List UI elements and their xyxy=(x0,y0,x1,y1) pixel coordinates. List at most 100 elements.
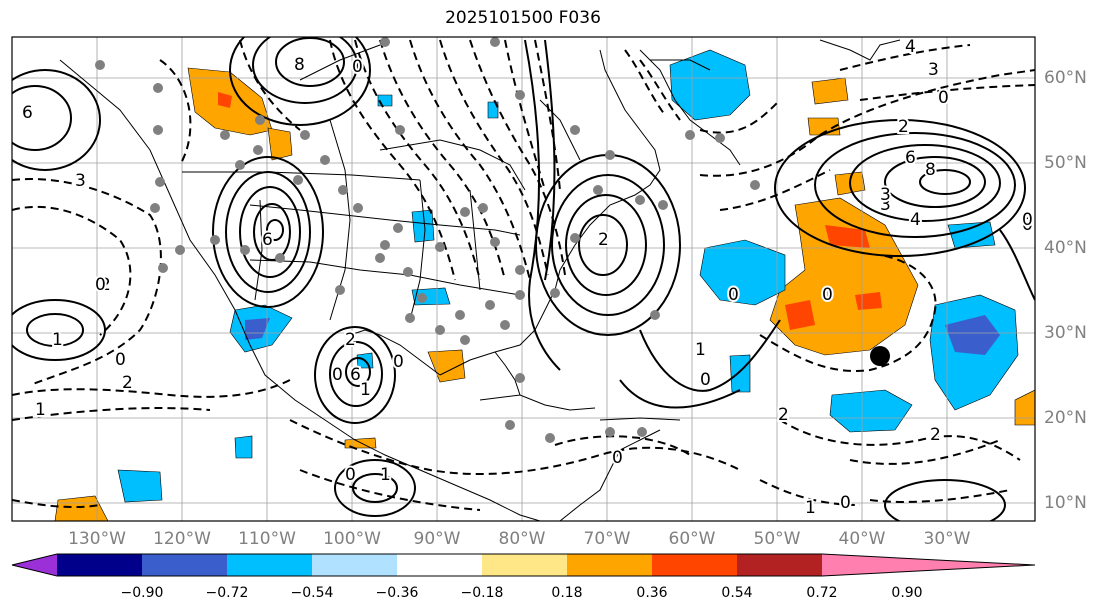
contour-label: 4 xyxy=(905,37,916,57)
colorbar-segment xyxy=(482,554,567,576)
sky-fill-lakes xyxy=(411,209,435,243)
contour-label: 0 xyxy=(612,448,623,468)
lat-label-30n: 30°N xyxy=(1044,323,1087,343)
contour-label: 8 xyxy=(925,160,936,180)
contour-label: 1 xyxy=(360,380,371,400)
red-fill-atlantic-1 xyxy=(785,300,815,330)
contour-label: 1 xyxy=(695,340,706,360)
dashed-contours xyxy=(12,39,1035,511)
contour-label: 3 xyxy=(880,185,891,205)
contour-label: 1 xyxy=(805,498,816,518)
contour-label: 0 xyxy=(728,285,739,305)
contour-label: 8 xyxy=(294,55,305,75)
contour-label: 2 xyxy=(100,275,111,295)
sky-fill-labrador xyxy=(669,49,751,121)
contour-label: 2 xyxy=(778,405,789,425)
colorbar-segment xyxy=(142,554,227,576)
colorbar-tick-label: −0.54 xyxy=(290,585,334,601)
colorbar-tick-label: −0.72 xyxy=(205,585,249,601)
sky-fill-carib xyxy=(729,354,751,393)
colorbar-tick-label: −0.90 xyxy=(120,585,164,601)
contour-label: 3 xyxy=(75,171,86,191)
solid-contours xyxy=(12,37,1035,521)
contour-label: 2 xyxy=(345,330,356,350)
contour-label: 1 xyxy=(380,465,391,485)
colorbar-segment xyxy=(652,554,737,576)
colorbar-segment xyxy=(312,554,397,576)
colorbar-tick-label: −0.36 xyxy=(375,585,419,601)
contour-label: 3 xyxy=(928,60,939,80)
colorbar-tick-label: 0.36 xyxy=(636,585,668,601)
red-fill-atlantic-3 xyxy=(855,292,882,310)
sky-fill-atl-w xyxy=(699,239,786,306)
contour-label: 0 xyxy=(1022,215,1033,235)
contour-label: 2 xyxy=(598,230,609,250)
observation-points xyxy=(95,37,760,443)
contour-label: 4 xyxy=(910,210,921,230)
orange-fill-sw xyxy=(54,495,109,521)
colorbar-tick-label: −0.18 xyxy=(460,585,504,601)
sky-fill-atl-s xyxy=(829,389,913,433)
lat-label-10n: 10°N xyxy=(1044,493,1087,513)
colorbar-tick-label: 0.54 xyxy=(721,585,753,601)
contour-label: 1 xyxy=(35,400,46,420)
colorbar-segment xyxy=(397,554,482,576)
red-fill-west xyxy=(218,92,232,108)
contour-label: 0 xyxy=(352,57,363,77)
colorbar-segment xyxy=(737,554,822,576)
colorbar-segment xyxy=(57,554,142,576)
colorbar-outline xyxy=(11,553,1036,577)
colorbar-extend-low xyxy=(12,554,57,576)
colorbar-extend-high xyxy=(822,554,1035,576)
contour-label: 0 xyxy=(332,365,343,385)
lon-label-30w: 30°W xyxy=(923,529,971,549)
colorbar-segment xyxy=(227,554,312,576)
contour-label: 6 xyxy=(262,230,273,250)
contour-label: 2 xyxy=(122,373,133,393)
lon-label-80w: 80°W xyxy=(498,529,546,549)
orange-fill-e xyxy=(1014,389,1035,426)
contour-label: 6 xyxy=(350,365,361,385)
contour-label: 2 xyxy=(898,117,909,137)
contour-label: 0 xyxy=(700,370,711,390)
contour-label: 0 xyxy=(938,88,949,108)
contour-label: 0 xyxy=(1022,210,1033,230)
blue-fill-atl-e xyxy=(945,315,1000,355)
lon-label-70w: 70°W xyxy=(583,529,631,549)
red-fill-atlantic-2 xyxy=(825,225,870,248)
graticule xyxy=(12,37,1035,521)
contour-label: 0 xyxy=(95,275,106,295)
lon-label-60w: 60°W xyxy=(668,529,716,549)
sky-fill-pac xyxy=(117,469,163,503)
lon-label-40w: 40°W xyxy=(838,529,886,549)
colorbar-tick-label: 0.18 xyxy=(551,585,583,601)
sky-fill-atl-ne xyxy=(947,221,996,249)
lon-label-130w: 130°W xyxy=(68,529,126,549)
lat-label-50n: 50°N xyxy=(1044,153,1087,173)
lon-label-110w: 110°W xyxy=(238,529,296,549)
lat-label-40n: 40°N xyxy=(1044,238,1087,258)
colorbar-tick-label: 0.90 xyxy=(891,585,923,601)
blue-fill-baja xyxy=(245,318,270,340)
contour-label: 6 xyxy=(22,103,33,123)
orange-fill-west-2 xyxy=(267,127,293,161)
contour-label: 0 xyxy=(115,350,126,370)
lon-label-50w: 50°W xyxy=(753,529,801,549)
colorbar-tick-label: 0.72 xyxy=(806,585,838,601)
contour-label: 3 xyxy=(880,195,891,215)
contour-label: 0 xyxy=(840,493,851,513)
tropical-cyclone-marker xyxy=(870,346,890,366)
lon-label-90w: 90°W xyxy=(413,529,461,549)
colorbar-segment xyxy=(567,554,652,576)
lat-label-60n: 60°N xyxy=(1044,68,1087,88)
lat-label-20n: 20°N xyxy=(1044,408,1087,428)
contour-label: 1 xyxy=(52,330,63,350)
orange-fill-ne xyxy=(811,77,849,105)
lon-label-100w: 100°W xyxy=(323,529,381,549)
contour-label: 0 xyxy=(822,285,833,305)
map-title: 2025101500 F036 xyxy=(445,8,601,28)
contour-label: 2 xyxy=(930,425,941,445)
lon-label-120w: 120°W xyxy=(153,529,211,549)
